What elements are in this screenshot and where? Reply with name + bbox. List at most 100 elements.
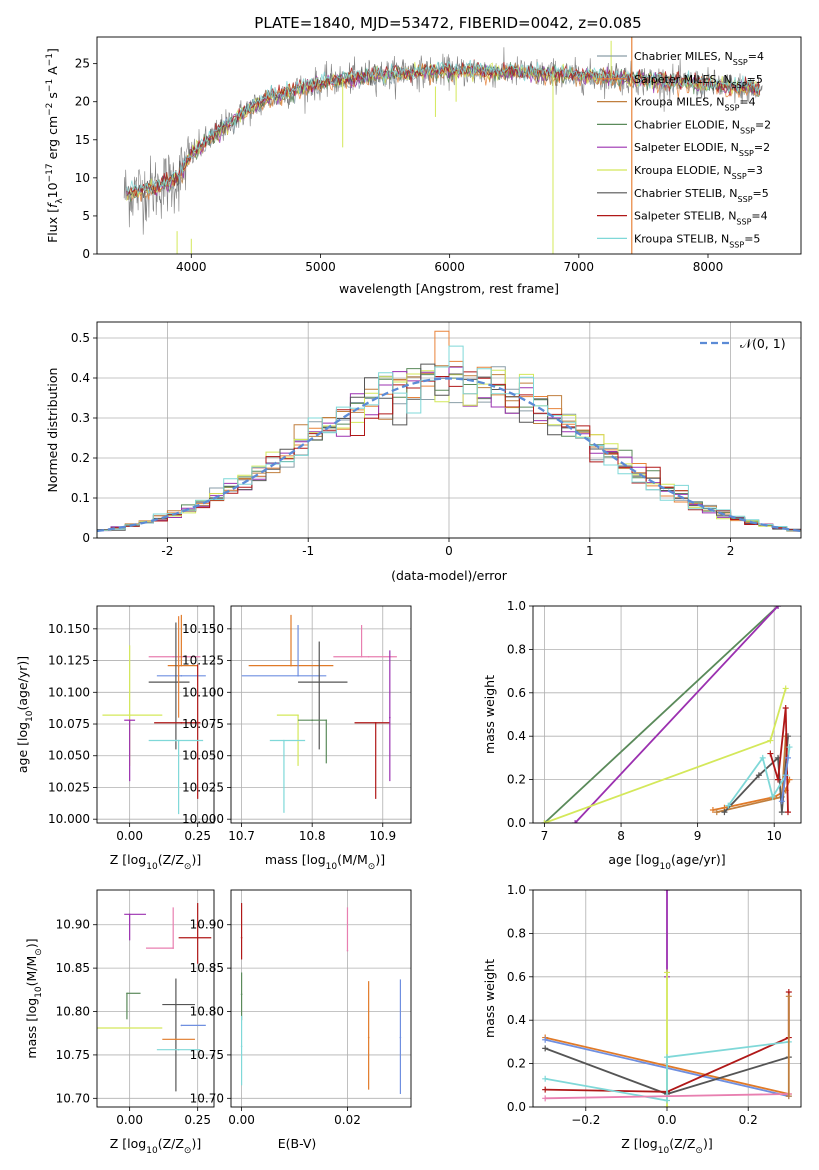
grid xyxy=(533,605,801,824)
y-axis-label-part: erg cm xyxy=(45,116,60,164)
plot-area xyxy=(102,614,206,815)
series-marker xyxy=(542,1095,549,1102)
x-tick-label: 8000 xyxy=(693,260,724,274)
x-tick-label: 10.7 xyxy=(228,829,255,843)
axes-frame xyxy=(532,889,802,1108)
legend-label-n: =4 xyxy=(739,96,755,109)
y-tick-label: 0.5 xyxy=(71,331,90,345)
series-line xyxy=(543,606,779,823)
x-tick-label: -1 xyxy=(302,544,314,558)
data-point xyxy=(360,655,363,658)
plot-area xyxy=(241,614,397,813)
y-tick-label: 1.0 xyxy=(507,599,526,613)
series-marker xyxy=(784,809,791,816)
x-axis-label-part: 10 xyxy=(146,862,158,872)
plot-area xyxy=(123,37,763,254)
legend-label: Chabrier STELIB, NSSP=5 xyxy=(634,187,769,204)
series-marker xyxy=(786,744,793,751)
series-marker xyxy=(775,776,782,783)
legend-label-name: Salpeter ELODIE, N xyxy=(634,141,739,154)
grid xyxy=(231,890,411,1107)
x-axis-label-part: 10 xyxy=(658,1146,670,1156)
plot-area xyxy=(97,330,801,538)
x-axis-label-part: 10 xyxy=(146,1146,158,1156)
legend-label-name: Chabrier STELIB, N xyxy=(634,187,738,200)
data-point xyxy=(172,655,174,658)
x-axis-label: Z [log10(Z/Z⊙)] xyxy=(621,1136,712,1156)
x-tick-label: 1 xyxy=(586,544,594,558)
y-tick-label: 0.2 xyxy=(507,1057,526,1071)
axes-age-vs-mass: 10.7 10.8 10.9 10.000 10.025 10.050 10.075 10.1… xyxy=(182,605,412,872)
x-axis-label: Z [log10(Z/Z⊙)] xyxy=(110,852,201,872)
x-tick-label: 0.00 xyxy=(116,1113,143,1127)
y-tick-label: 10.100 xyxy=(48,685,90,699)
legend: 𝒩(0, 1) xyxy=(700,336,786,351)
y-axis-label-part: 10 xyxy=(25,710,35,722)
series-marker xyxy=(778,798,785,805)
legend-label-n: =5 xyxy=(747,73,763,86)
axes-spectrum: 4000 5000 6000 7000 8000 0 5 10 15 20 25 wavelength… xyxy=(45,36,802,296)
x-axis-label-part: Z [log xyxy=(621,1136,657,1151)
y-tick-label: 0.6 xyxy=(507,686,526,700)
grid xyxy=(231,606,411,823)
x-axis-label-part: )] xyxy=(191,852,201,867)
y-tick-label: 10.050 xyxy=(182,749,224,763)
y-axis-label-part: (age/yr)] xyxy=(15,656,30,711)
series-line xyxy=(781,757,789,802)
axes-weight-vs-Z: −0.2 0.0 0.2 0.0 0.2 0.4 0.6 0.8 1.0 Z [log10(Z/Z… xyxy=(482,883,802,1156)
data-point xyxy=(175,681,177,683)
y-axis-label-part: f xyxy=(45,202,60,208)
spectrum-data-line xyxy=(123,47,763,235)
series-line xyxy=(545,1041,789,1102)
axes-frame xyxy=(230,889,412,1108)
y-tick-label: 10.150 xyxy=(182,622,224,636)
legend-label-sub: SSP xyxy=(733,58,748,67)
series-marker xyxy=(664,890,670,893)
x-axis-label: wavelength [Angstrom, rest frame] xyxy=(339,281,559,296)
legend-label-name: Kroupa MILES, N xyxy=(634,96,724,109)
series-marker xyxy=(784,754,791,761)
y-tick-label: 0.1 xyxy=(71,491,90,505)
x-axis-label: Z [log10(Z/Z⊙)] xyxy=(110,1136,201,1156)
x-axis-label-part: ⊙ xyxy=(184,1146,192,1156)
data-point xyxy=(177,739,180,742)
series-line xyxy=(574,606,779,823)
y-tick-label: 0.4 xyxy=(71,371,90,385)
x-axis-label-part: (Z/Z xyxy=(158,852,184,867)
legend-label-n: =5 xyxy=(744,232,760,245)
y-tick-label: 10.85 xyxy=(190,961,224,975)
y-axis-label-part: )] xyxy=(24,938,39,948)
legend-label-sub: SSP xyxy=(729,240,744,249)
plot-area xyxy=(541,606,793,823)
x-axis-label: (data-model)/error xyxy=(391,568,508,583)
x-axis-label: E(B-V) xyxy=(278,1136,317,1151)
x-axis-label-part: )] xyxy=(375,852,385,867)
y-tick-label: 10.70 xyxy=(190,1091,224,1105)
series-marker xyxy=(785,993,792,1000)
data-point xyxy=(283,739,285,742)
histogram-step xyxy=(97,345,801,538)
y-tick-label: 0.8 xyxy=(507,642,526,656)
data-point xyxy=(128,714,131,716)
x-tick-label: 7 xyxy=(541,829,549,843)
x-tick-label: 0 xyxy=(445,544,453,558)
series-marker xyxy=(542,1075,549,1082)
data-point xyxy=(177,666,180,668)
model-line xyxy=(126,59,761,197)
y-tick-label: 10.125 xyxy=(48,654,90,668)
y-tick-label: 0.3 xyxy=(71,411,90,425)
legend-label: Salpeter MILES, NSSP=5 xyxy=(634,73,763,90)
series-marker xyxy=(709,806,716,813)
y-tick-label: 0.0 xyxy=(507,1100,526,1114)
x-axis-label-part: 10 xyxy=(326,862,338,872)
series-marker xyxy=(785,1093,792,1100)
data-point xyxy=(311,719,313,722)
y-tick-label: 10.85 xyxy=(56,961,90,975)
y-tick-label: 10.000 xyxy=(48,812,90,826)
y-tick-label: 0 xyxy=(82,247,90,261)
x-tick-label: 2 xyxy=(727,544,735,558)
legend-label: Chabrier MILES, NSSP=4 xyxy=(634,50,764,67)
series-marker xyxy=(664,1097,670,1104)
legend-label-n: =3 xyxy=(747,164,763,177)
